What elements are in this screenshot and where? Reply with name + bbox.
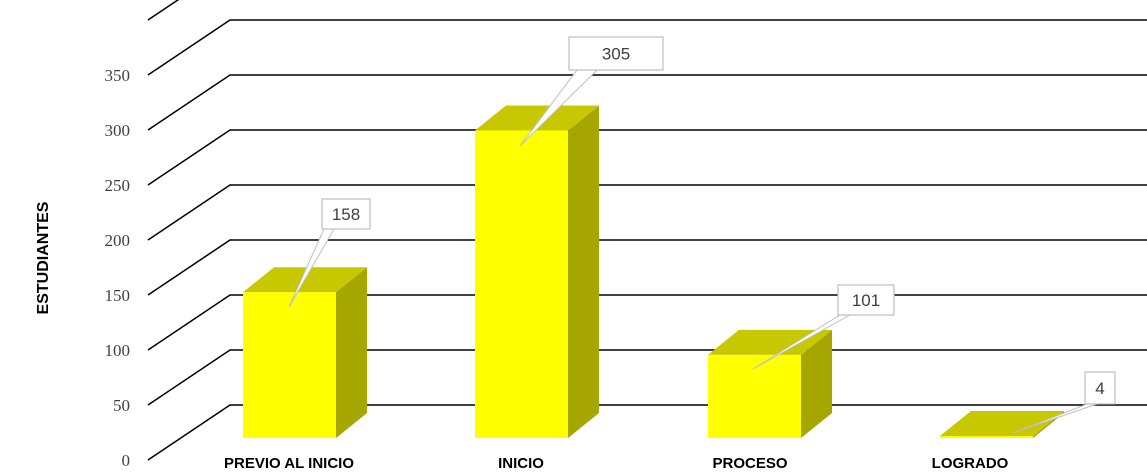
data-label: 305 [602,45,630,64]
y-axis-tick-labels: 0 50 100 150 200 250 300 350 [105,66,131,470]
bar [940,411,1064,438]
callout-box [568,36,664,71]
gridline [147,349,1147,406]
gridline [147,74,1147,131]
bars [243,105,1064,438]
bar-front [940,436,1033,438]
category-label: PREVIO AL INICIO [224,455,354,472]
bar-top [940,411,1064,436]
bar-front [243,292,336,438]
gridline [147,239,1147,296]
data-label: 101 [852,291,880,310]
bar [475,105,599,438]
bar-front [475,130,568,438]
bar-side [801,329,832,438]
data-label-callout: 158 [288,198,371,308]
data-label: 4 [1095,379,1104,398]
y-axis-label: ESTUDIANTES [35,201,52,314]
y-tick-label: 50 [113,396,130,415]
data-label: 158 [332,205,360,224]
category-label: LOGRADO [932,455,1009,472]
callout-box [321,198,371,230]
gridline [147,404,1147,461]
gridline [147,129,1147,186]
y-tick-label: 300 [105,121,131,140]
y-tick-label: 0 [122,451,131,470]
bar [708,329,832,438]
bar-side [336,267,367,438]
y-tick-label: 100 [105,341,131,360]
y-tick-label: 150 [105,286,131,305]
bar-top [475,105,599,131]
data-label-callout: 305 [519,36,664,147]
bar [243,267,367,438]
y-tick-label: 350 [105,66,131,85]
y-tick-label: 200 [105,231,131,250]
gridline [147,184,1147,241]
bar-side [568,105,599,438]
gridlines [147,0,1147,461]
bar-front [708,354,801,438]
bar-top [708,329,832,355]
callout-box [837,284,895,316]
data-labels: 158 305 101 4 [288,36,1116,434]
category-label: PROCESO [712,455,787,472]
data-label-callout: 4 [1012,371,1116,434]
callout-box [1084,371,1116,405]
gridline [147,0,180,21]
x-axis-category-labels: PREVIO AL INICIO INICIO PROCESO LOGRADO [224,455,1009,472]
data-label-callout: 101 [752,284,895,370]
category-label: INICIO [498,455,544,472]
y-tick-label: 250 [105,176,131,195]
gridline [147,19,1147,76]
